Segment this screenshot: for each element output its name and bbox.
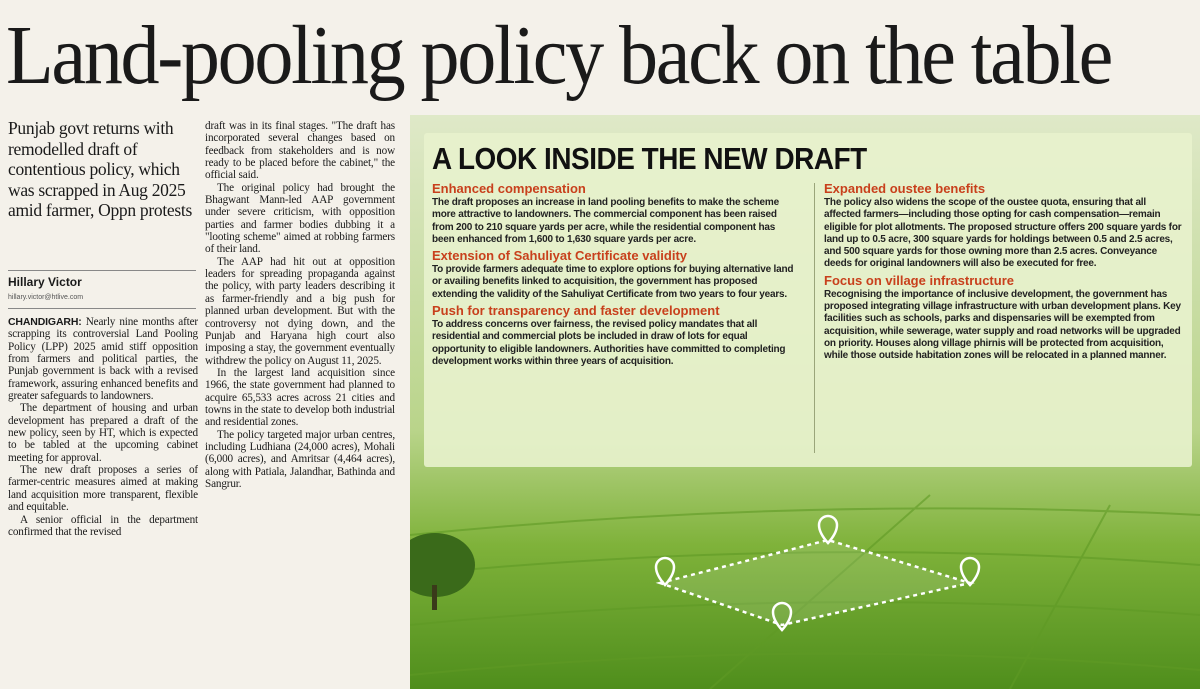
section-text: Recognising the importance of inclusive … <box>824 288 1181 362</box>
deck: Punjab govt returns with remodelled draf… <box>8 118 192 220</box>
paragraph: The new draft proposes a series of farme… <box>8 464 198 513</box>
paragraph-text: The department of housing and urban deve… <box>8 402 198 464</box>
info-column: Expanded oustee benefits The policy also … <box>824 181 1182 463</box>
location-pins <box>654 514 981 632</box>
byline-author: Hillary Victor <box>8 275 82 289</box>
field-rows <box>410 494 1200 689</box>
section-text: To address concerns over fairness, the r… <box>432 319 786 367</box>
section-heading: Expanded oustee benefits <box>824 181 986 196</box>
paragraph: A senior official in the department conf… <box>8 514 198 539</box>
paragraph-text: Nearly nine months after scrapping its c… <box>8 316 198 403</box>
paragraph: CHANDIGARH: Nearly nine months after scr… <box>8 316 198 402</box>
section-text: The policy also widens the scope of the … <box>824 197 1182 270</box>
paragraph: The department of housing and urban deve… <box>8 402 198 464</box>
infographic: A LOOK INSIDE THE NEW DRAFT Enhanced com… <box>410 115 1200 689</box>
divider <box>814 183 815 453</box>
section-heading: Push for transparency and faster develop… <box>432 303 720 319</box>
infographic-title: A LOOK INSIDE THE NEW DRAFT <box>432 141 867 176</box>
paragraph: draft was in its final stages. "The draf… <box>205 120 395 182</box>
dateline: CHANDIGARH: <box>8 316 82 328</box>
paragraph: The policy targeted major urban centres,… <box>205 428 395 490</box>
plot-outline <box>655 538 975 627</box>
paragraph: The original policy had brought the Bhag… <box>205 181 395 256</box>
rule <box>8 308 196 309</box>
section-heading: Extension of Sahuliyat Certificate valid… <box>432 248 688 264</box>
section-text: To provide farmers adequate time to expl… <box>432 264 794 300</box>
tree <box>432 585 437 610</box>
story-column: CHANDIGARH: Nearly nine months after scr… <box>8 316 198 689</box>
section-text: The draft proposes an increase in land p… <box>432 197 779 245</box>
headline: Land-pooling policy back on the table <box>6 9 1113 102</box>
rule <box>8 270 196 271</box>
byline-email: hillary.victor@htlive.com <box>8 294 84 301</box>
info-column: Enhanced compensation The draft proposes … <box>432 181 800 463</box>
paragraph: In the largest land acquisition since 19… <box>205 366 395 429</box>
section-heading: Enhanced compensation <box>432 181 586 196</box>
paragraph-text: A senior official in the department conf… <box>8 513 198 538</box>
section-heading: Focus on village infrastructure <box>824 272 1014 288</box>
paragraph-text: The new draft proposes a series of farme… <box>8 464 198 514</box>
info-box: A LOOK INSIDE THE NEW DRAFT Enhanced com… <box>424 133 1192 467</box>
tree <box>410 533 475 597</box>
story-column: draft was in its final stages. "The draf… <box>205 120 395 689</box>
paragraph: The AAP had hit out at opposition leader… <box>205 255 395 367</box>
